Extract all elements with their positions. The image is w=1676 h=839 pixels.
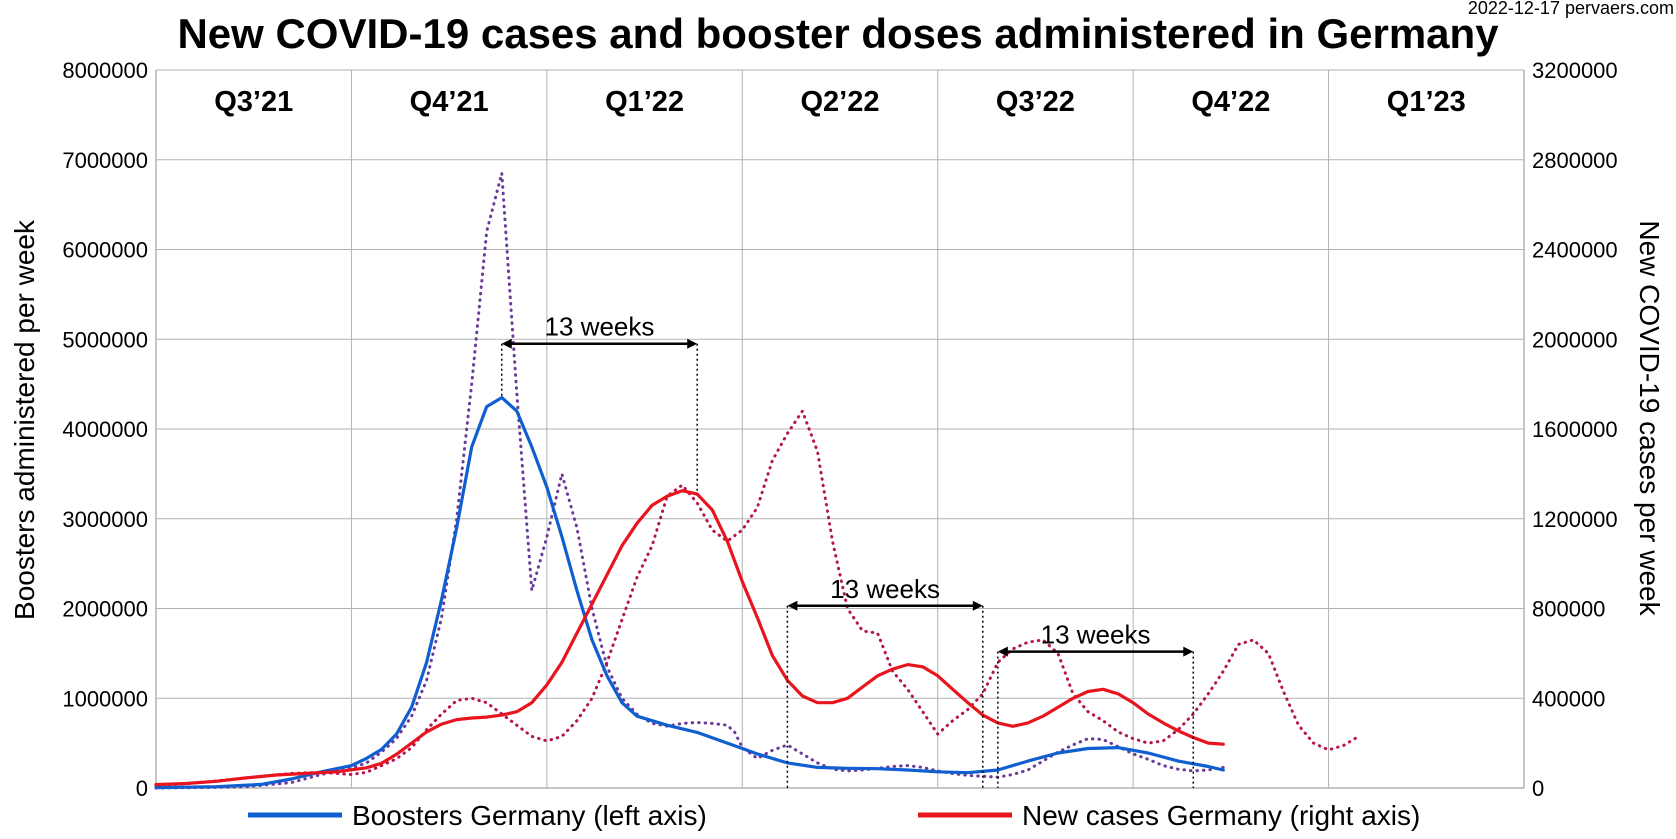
quarter-label: Q4’21 — [410, 86, 489, 118]
grid-layer — [155, 69, 1525, 789]
annotation-label: 13 weeks — [830, 574, 940, 604]
annotation-arrowhead — [501, 338, 512, 349]
series-dotted-left-line — [154, 171, 1225, 790]
y-right-tick-label: 2000000 — [1532, 327, 1618, 352]
legend-label: New cases Germany (right axis) — [1022, 800, 1420, 831]
quarter-label: Q3’21 — [214, 86, 293, 118]
quarter-label: Q2’22 — [801, 86, 880, 118]
y-right-tick-label: 3200000 — [1532, 58, 1618, 83]
y-right-tick-label: 800000 — [1532, 597, 1605, 622]
y-right-tick-label: 2400000 — [1532, 238, 1618, 263]
chart-title: New COVID-19 cases and booster doses adm… — [177, 10, 1499, 57]
y-left-tick-label: 2000000 — [62, 597, 148, 622]
legend-label: Boosters Germany (left axis) — [352, 800, 707, 831]
axis-layer: 0 0 1000000 400000 2000000 800000 3000000 12000… — [62, 58, 1617, 801]
y-axis-right-title: New COVID-19 cases per week — [1634, 220, 1665, 616]
y-right-tick-label: 1600000 — [1532, 417, 1618, 442]
annotation-13-weeks: 13 weeks — [501, 312, 698, 495]
quarter-label: Q1’22 — [605, 86, 684, 118]
y-left-tick-label: 3000000 — [62, 507, 148, 532]
y-right-tick-label: 1200000 — [1532, 507, 1618, 532]
y-right-tick-label: 400000 — [1532, 686, 1605, 711]
series-right-line — [154, 489, 1225, 787]
y-left-tick-label: 4000000 — [62, 417, 148, 442]
legend: Boosters Germany (left axis) New cases Ge… — [248, 800, 1420, 831]
annotation-arrowhead — [787, 600, 798, 611]
series-left-line — [154, 396, 1225, 790]
annotation-label: 13 weeks — [545, 312, 655, 342]
annotation-13-weeks: 13 weeks — [786, 574, 984, 788]
series-layer — [154, 171, 1361, 790]
annotation-arrowhead — [972, 600, 983, 611]
annotation-layer: 13 weeks 13 weeks 13 weeks — [501, 312, 1195, 788]
annotation-arrowhead — [687, 338, 698, 349]
annotation-label: 13 weeks — [1041, 620, 1151, 650]
y-left-tick-label: 1000000 — [62, 686, 148, 711]
quarter-label: Q3’22 — [996, 86, 1075, 118]
y-axis-left-title: Boosters administered per week — [9, 219, 40, 620]
annotation-13-weeks: 13 weeks — [997, 620, 1195, 788]
y-left-tick-label: 0 — [136, 776, 148, 801]
quarter-label: Q1’23 — [1387, 86, 1466, 118]
y-left-tick-label: 6000000 — [62, 238, 148, 263]
source-label: 2022-12-17 pervaers.com — [1468, 0, 1674, 18]
y-left-tick-label: 7000000 — [62, 148, 148, 173]
y-left-tick-label: 8000000 — [62, 58, 148, 83]
annotation-arrowhead — [1183, 646, 1194, 657]
y-right-tick-label: 0 — [1532, 776, 1544, 801]
y-right-tick-label: 2800000 — [1532, 148, 1618, 173]
quarter-labels: Q3’21 Q4’21 Q1’22 Q2’22 Q3’22 Q4’22 Q1’23 — [214, 86, 1466, 118]
annotation-arrowhead — [997, 646, 1008, 657]
y-left-tick-label: 5000000 — [62, 327, 148, 352]
quarter-label: Q4’22 — [1191, 86, 1270, 118]
